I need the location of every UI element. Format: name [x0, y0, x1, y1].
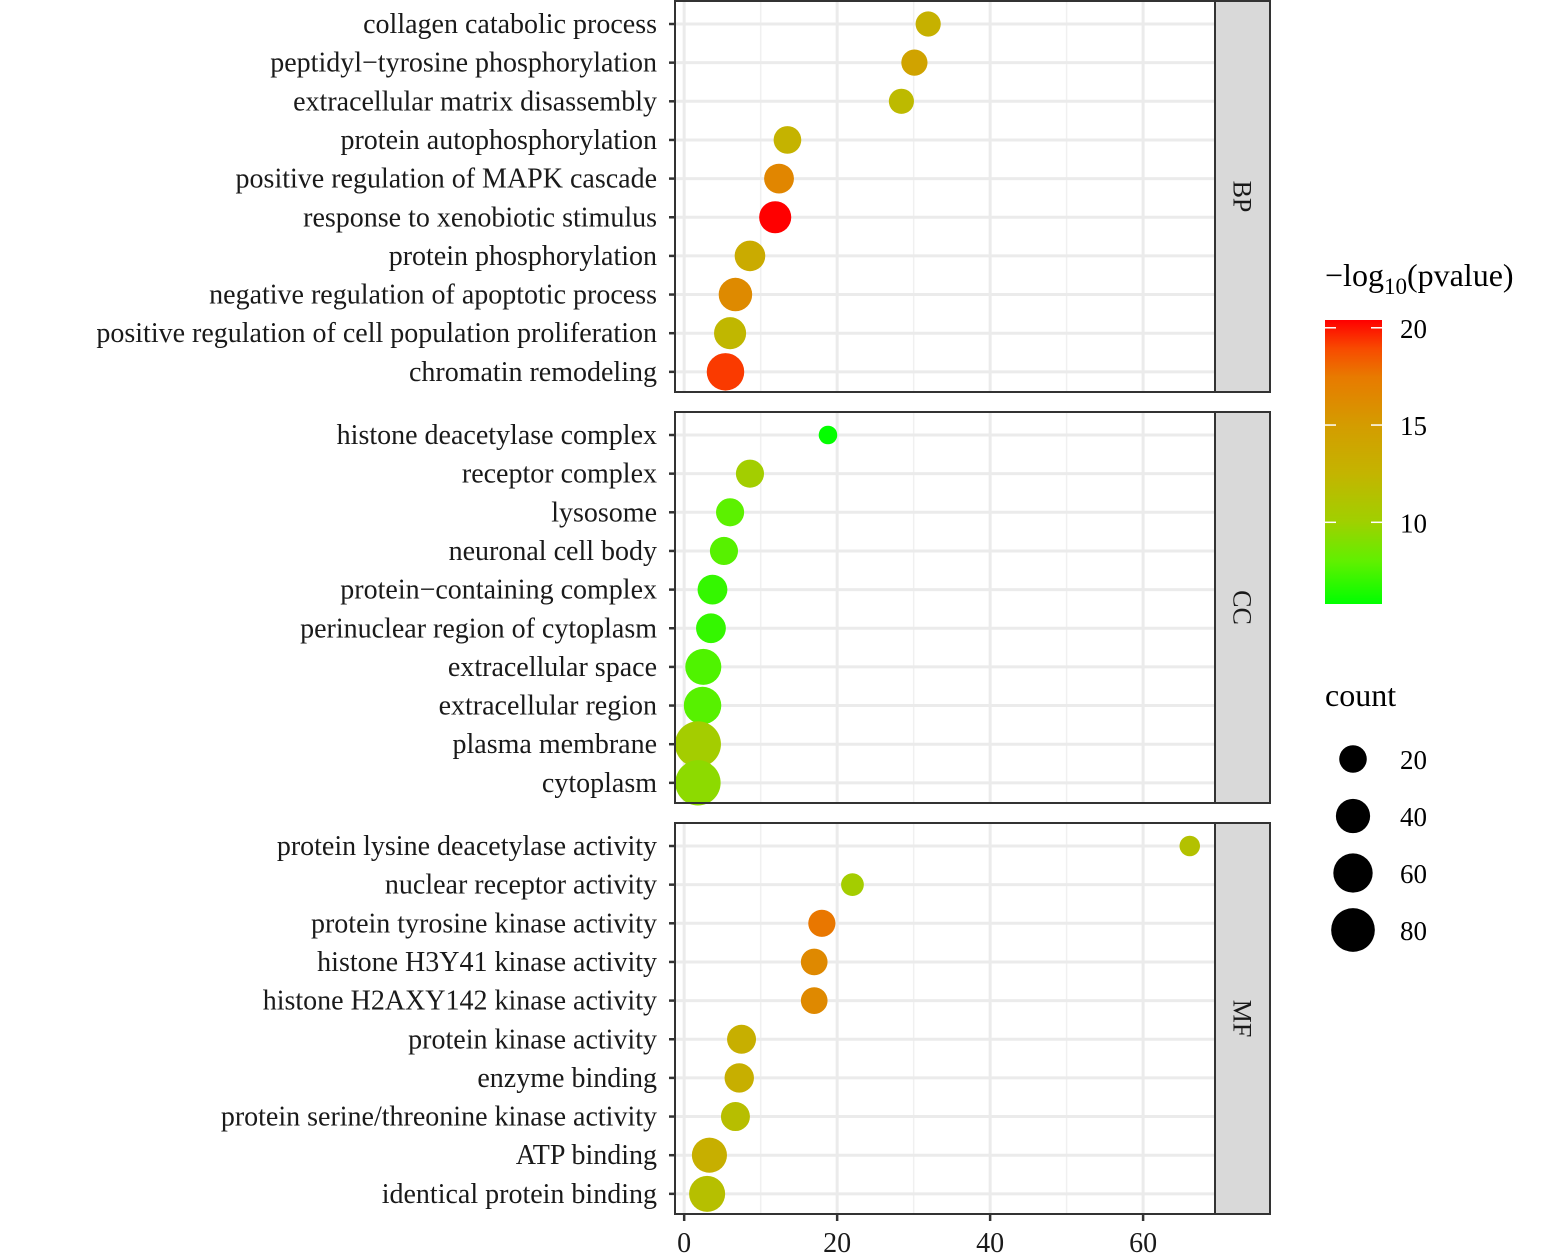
size-legend-label: 80	[1400, 916, 1427, 946]
data-point	[734, 240, 766, 272]
y-tick-label: protein lysine deacetylase activity	[277, 831, 657, 862]
data-point	[709, 536, 739, 566]
y-tick-label: lysosome	[551, 497, 657, 528]
x-tick-label: 60	[1129, 1228, 1157, 1254]
y-tick-label: histone deacetylase complex	[337, 420, 657, 451]
y-tick-label: nuclear receptor activity	[385, 870, 657, 901]
data-point	[724, 1063, 754, 1093]
size-legend-label: 60	[1400, 859, 1427, 889]
size-legend-key	[1335, 798, 1371, 834]
y-tick-label: protein−containing complex	[340, 575, 657, 606]
data-point	[800, 987, 828, 1014]
size-legend-key	[1339, 745, 1367, 773]
colorbar-label: 10	[1400, 508, 1427, 538]
data-point	[841, 873, 864, 897]
facet-strip-label: BP	[1228, 181, 1257, 213]
y-tick-label: enzyme binding	[477, 1063, 657, 1094]
x-tick-label: 0	[677, 1228, 691, 1254]
data-point	[706, 353, 745, 391]
data-point	[716, 498, 745, 527]
facet-strip	[1214, 822, 1271, 1215]
size-legend-label: 20	[1400, 745, 1427, 775]
y-tick-label: protein serine/threonine kinase activity	[221, 1102, 657, 1133]
facet-strip	[1214, 411, 1271, 804]
y-tick-label: plasma membrane	[453, 729, 657, 760]
y-tick-label: extracellular space	[448, 652, 657, 683]
data-point	[800, 948, 828, 976]
data-point	[727, 1024, 757, 1054]
color-legend-title: −log10(pvalue)	[1325, 257, 1514, 299]
y-tick-label: response to xenobiotic stimulus	[303, 202, 657, 233]
data-point	[685, 648, 722, 685]
y-tick-label: histone H2AXY142 kinase activity	[263, 986, 657, 1017]
x-tick-label: 40	[976, 1228, 1004, 1254]
y-tick-label: cytoplasm	[542, 768, 657, 799]
panel-background	[675, 412, 1215, 803]
data-point	[683, 686, 722, 725]
facet-strip-label: CC	[1228, 590, 1257, 625]
data-point	[675, 760, 721, 806]
facet-mf: protein lysine deacetylase activity nucle…	[221, 822, 1271, 1215]
data-point	[1179, 835, 1201, 857]
y-tick-label: protein kinase activity	[408, 1024, 657, 1055]
y-tick-label: positive regulation of MAPK cascade	[236, 164, 657, 195]
data-point	[888, 88, 914, 114]
y-tick-label: negative regulation of apoptotic process	[209, 280, 657, 311]
panel-background	[675, 823, 1215, 1214]
panel-background	[675, 1, 1215, 392]
size-legend-key	[1333, 853, 1373, 893]
color-legend: −log10(pvalue) 10 15 20	[1325, 257, 1514, 604]
y-tick-label: peptidyl−tyrosine phosphorylation	[270, 48, 657, 79]
data-point	[718, 277, 753, 312]
colorbar-label: 15	[1400, 411, 1427, 441]
y-tick-label: extracellular region	[439, 691, 657, 722]
y-tick-label: chromatin remodeling	[409, 357, 657, 388]
data-point	[808, 909, 836, 937]
colorbar-label: 20	[1400, 314, 1427, 344]
y-tick-label: extracellular matrix disassembly	[293, 86, 657, 117]
y-tick-label: protein autophosphorylation	[340, 125, 657, 156]
y-tick-label: collagen catabolic process	[363, 9, 657, 40]
data-point	[764, 163, 794, 194]
data-point	[674, 721, 721, 768]
facet-bp: collagen catabolic process peptidyl−tyros…	[96, 0, 1271, 393]
data-point	[691, 1137, 727, 1173]
facet-strip	[1214, 0, 1271, 393]
data-point	[714, 317, 747, 350]
y-tick-label: ATP binding	[516, 1140, 657, 1171]
size-legend: count 20 40 60 80	[1325, 677, 1427, 952]
data-point	[697, 574, 728, 605]
x-axis: 0 20 40 60	[677, 1214, 1157, 1254]
size-legend-label: 40	[1400, 802, 1427, 832]
data-point	[696, 613, 726, 644]
data-point	[759, 201, 792, 234]
y-tick-label: receptor complex	[462, 459, 657, 490]
y-tick-label: perinuclear region of cytoplasm	[300, 613, 657, 644]
y-tick-label: histone H3Y41 kinase activity	[317, 947, 657, 978]
data-point	[901, 49, 928, 76]
y-tick-label: neuronal cell body	[449, 536, 657, 567]
y-tick-label: protein tyrosine kinase activity	[311, 908, 657, 939]
x-tick-label: 20	[823, 1228, 851, 1254]
data-point	[915, 11, 941, 37]
colorbar	[1325, 320, 1382, 604]
size-legend-title: count	[1325, 677, 1396, 713]
data-point	[773, 126, 802, 154]
data-point	[689, 1175, 726, 1212]
facet-cc: histone deacetylase complex receptor comp…	[300, 411, 1271, 806]
data-point	[735, 459, 765, 488]
data-point	[818, 425, 838, 445]
facet-strip-label: MF	[1228, 1000, 1257, 1038]
data-point	[720, 1102, 750, 1132]
size-legend-key	[1331, 908, 1375, 952]
y-tick-label: positive regulation of cell population p…	[96, 318, 657, 349]
y-tick-label: protein phosphorylation	[389, 241, 657, 272]
facet-panels: collagen catabolic process peptidyl−tyros…	[96, 0, 1271, 1215]
y-tick-label: identical protein binding	[382, 1179, 657, 1210]
